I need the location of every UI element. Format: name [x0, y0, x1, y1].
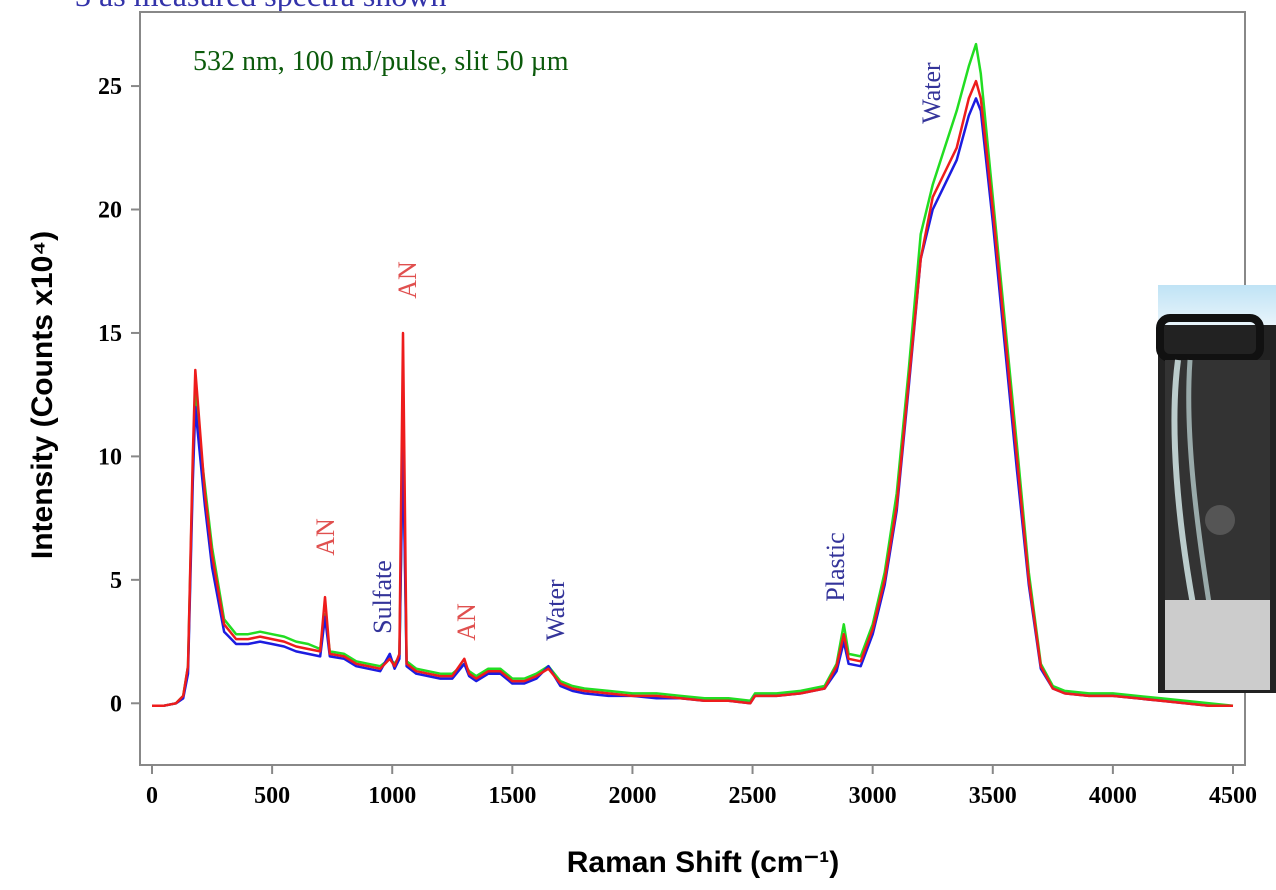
peak-label: Water: [917, 62, 946, 124]
x-tick-label: 4500: [1209, 783, 1257, 809]
instrument-photo: [1156, 285, 1276, 693]
x-tick-label: 1500: [488, 783, 536, 809]
y-axis-title: Intensity (Counts x10⁴): [26, 231, 59, 559]
peak-label: Sulfate: [368, 560, 397, 634]
peak-label: Plastic: [821, 532, 850, 601]
x-tick-label: 500: [254, 783, 290, 809]
x-axis-title: Raman Shift (cm⁻¹): [567, 846, 840, 879]
y-tick-label: 10: [98, 444, 122, 470]
y-tick-label: 20: [98, 198, 122, 224]
peak-label: Water: [541, 579, 570, 641]
y-tick-label: 15: [98, 321, 122, 347]
spectrum-line: [152, 42, 1234, 707]
top-caption: 3 as measured spectra shown: [75, 0, 446, 13]
y-tick-label: 5: [110, 568, 122, 594]
x-tick-label: 2500: [729, 783, 777, 809]
plot-frame: [139, 11, 1246, 766]
peak-label: AN: [452, 603, 481, 641]
peak-label: AN: [311, 518, 340, 556]
x-tick-label: 3500: [969, 783, 1017, 809]
x-tick-label: 3000: [849, 783, 897, 809]
y-tick-label: 0: [110, 691, 122, 717]
y-tick-label: 25: [98, 74, 122, 100]
x-tick-label: 4000: [1089, 783, 1137, 809]
annotation: 532 nm, 100 mJ/pulse, slit 50 µm: [193, 46, 569, 77]
x-tick-label: 0: [146, 783, 158, 809]
peak-label: AN: [393, 261, 422, 299]
spectrum-line: [152, 79, 1233, 707]
x-tick-label: 1000: [368, 783, 416, 809]
x-tick-label: 2000: [608, 783, 656, 809]
spectrum-line: [152, 97, 1233, 707]
